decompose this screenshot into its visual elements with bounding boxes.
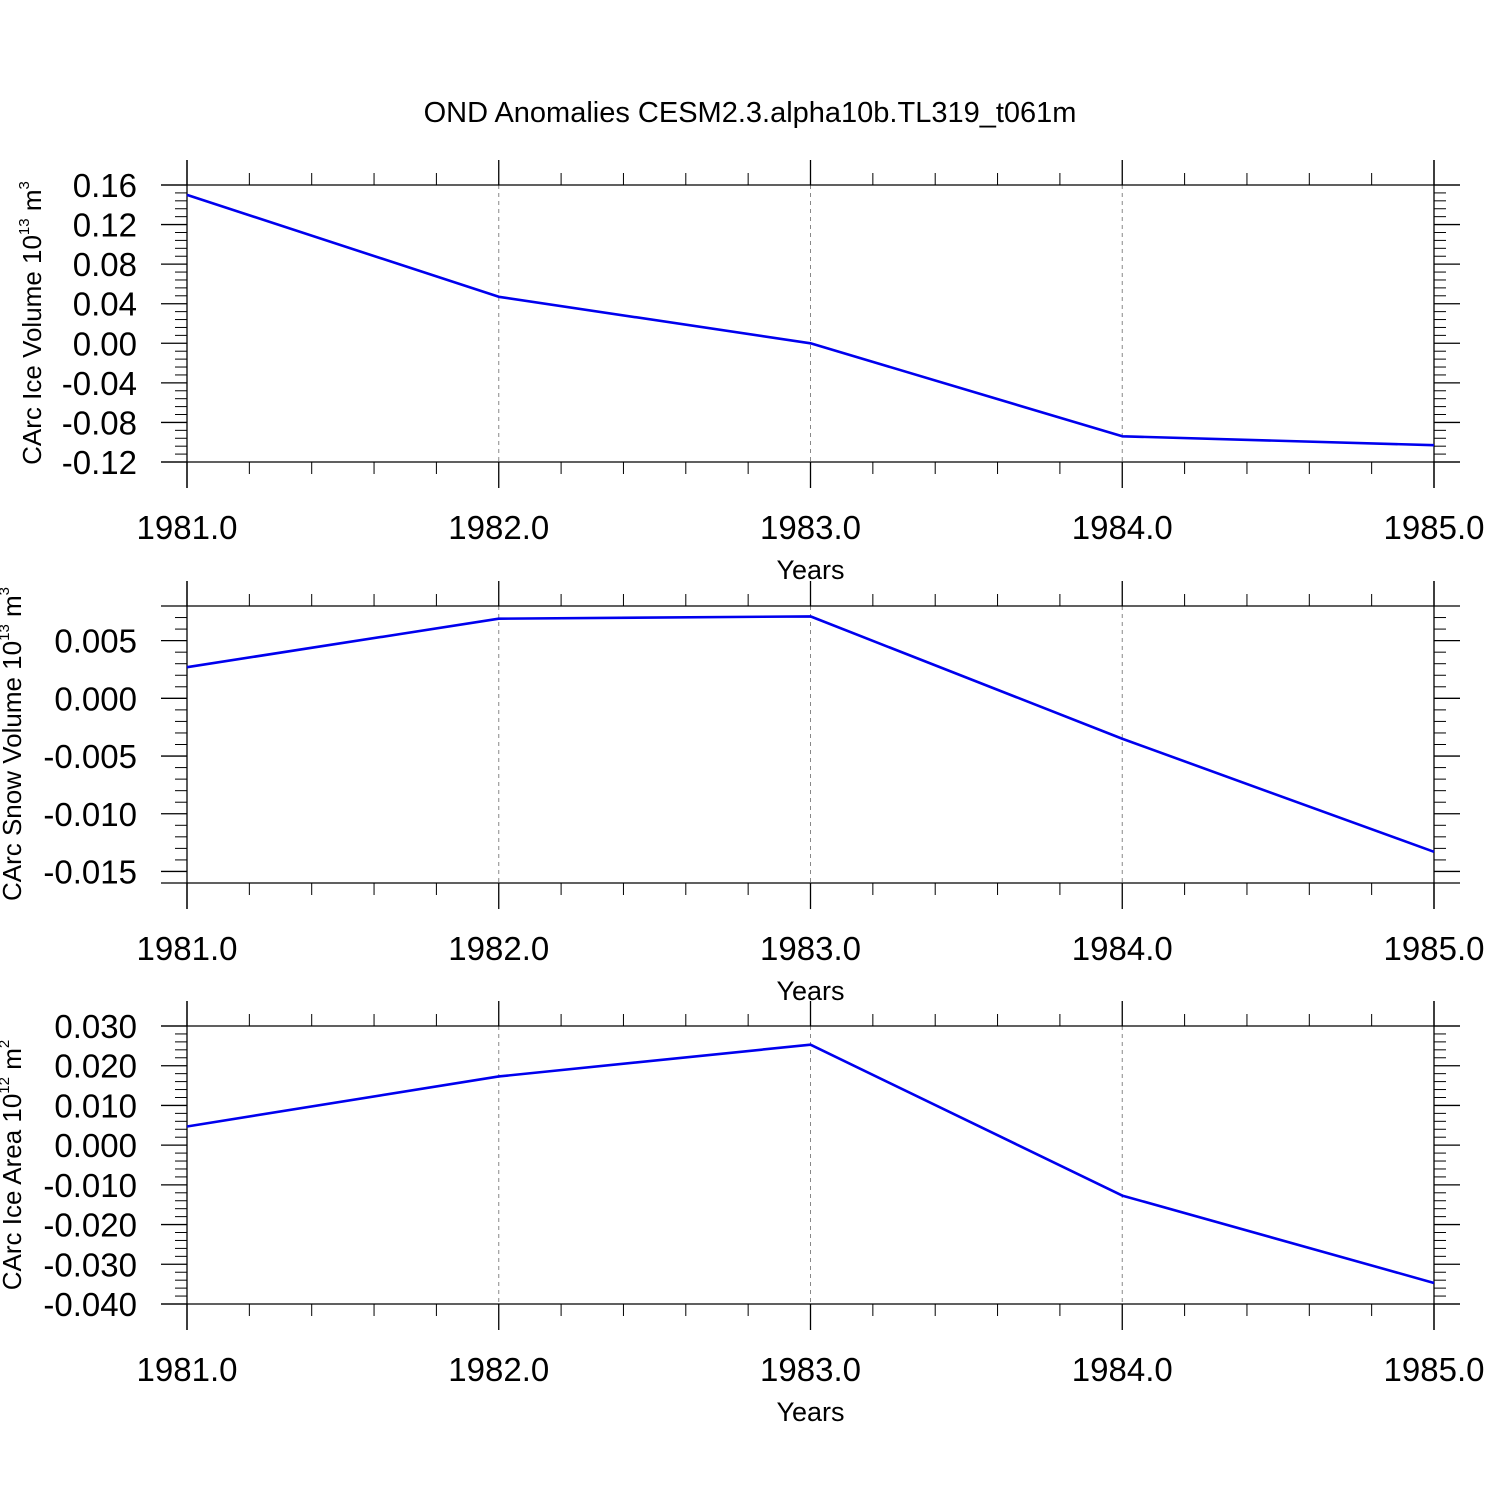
panels: 1981.0 1982.0 1983.0 1984.0 1985.0Years0.160… <box>0 160 1484 1427</box>
x-tick-label: 1981.0 <box>137 509 238 546</box>
y-tick-label: -0.020 <box>43 1207 137 1244</box>
x-tick-label: 1984.0 <box>1072 509 1173 546</box>
y-tick-label: -0.08 <box>62 404 137 441</box>
x-tick-label: 1983.0 <box>760 509 861 546</box>
x-tick-label: 1982.0 <box>448 509 549 546</box>
y-tick-label: 0.010 <box>54 1087 137 1124</box>
x-tick-label: 1981.0 <box>137 930 238 967</box>
x-tick-label: 1985.0 <box>1384 930 1485 967</box>
y-tick-label: 0.000 <box>54 680 137 717</box>
y-axis-label: CArc Ice Volume 1013 m3 <box>16 181 47 465</box>
y-axis-label: CArc Snow Volume 1013 m3 <box>0 587 27 901</box>
y-tick-label: 0.005 <box>54 623 137 660</box>
y-tick-label: 0.00 <box>73 325 137 362</box>
y-tick-label: -0.005 <box>43 738 137 775</box>
x-tick-label: 1985.0 <box>1384 509 1485 546</box>
y-tick-label: -0.030 <box>43 1246 137 1283</box>
y-tick-label: -0.010 <box>43 796 137 833</box>
chart-title: OND Anomalies CESM2.3.alpha10b.TL319_t06… <box>424 97 1077 129</box>
x-tick-label: 1982.0 <box>448 1351 549 1388</box>
y-axis-label: CArc Ice Area 1012 m2 <box>0 1040 27 1290</box>
y-tick-label: -0.040 <box>43 1286 137 1323</box>
y-tick-label: -0.010 <box>43 1167 137 1204</box>
y-tick-label: 0.030 <box>54 1008 137 1045</box>
series-line <box>186 193 1435 447</box>
panel-1: 1981.0 1982.0 1983.0 1984.0 1985.0Years0.160… <box>16 160 1484 585</box>
x-axis-label: Years <box>776 555 844 585</box>
y-tick-label: 0.16 <box>73 167 137 204</box>
y-tick-label: 0.12 <box>73 207 137 244</box>
x-tick-label: 1983.0 <box>760 1351 861 1388</box>
y-tick-label: -0.12 <box>62 444 137 481</box>
panel-2: 1981.0 1982.0 1983.0 1984.0 1985.0Years0.005… <box>0 581 1484 1006</box>
y-tick-label: 0.020 <box>54 1048 137 1085</box>
x-tick-label: 1984.0 <box>1072 930 1173 967</box>
x-tick-label: 1982.0 <box>448 930 549 967</box>
y-tick-label: -0.015 <box>43 853 137 890</box>
x-tick-label: 1983.0 <box>760 930 861 967</box>
x-tick-label: 1985.0 <box>1384 1351 1485 1388</box>
y-tick-label: 0.04 <box>73 286 137 323</box>
y-tick-label: -0.04 <box>62 365 137 402</box>
y-tick-label: 0.000 <box>54 1127 137 1164</box>
x-tick-label: 1984.0 <box>1072 1351 1173 1388</box>
x-tick-label: 1981.0 <box>137 1351 238 1388</box>
panel-3: 1981.0 1982.0 1983.0 1984.0 1985.0 Years 0.030… <box>0 1001 1484 1427</box>
y-tick-label: 0.08 <box>73 246 137 283</box>
x-axis-label: Years <box>776 1397 844 1427</box>
